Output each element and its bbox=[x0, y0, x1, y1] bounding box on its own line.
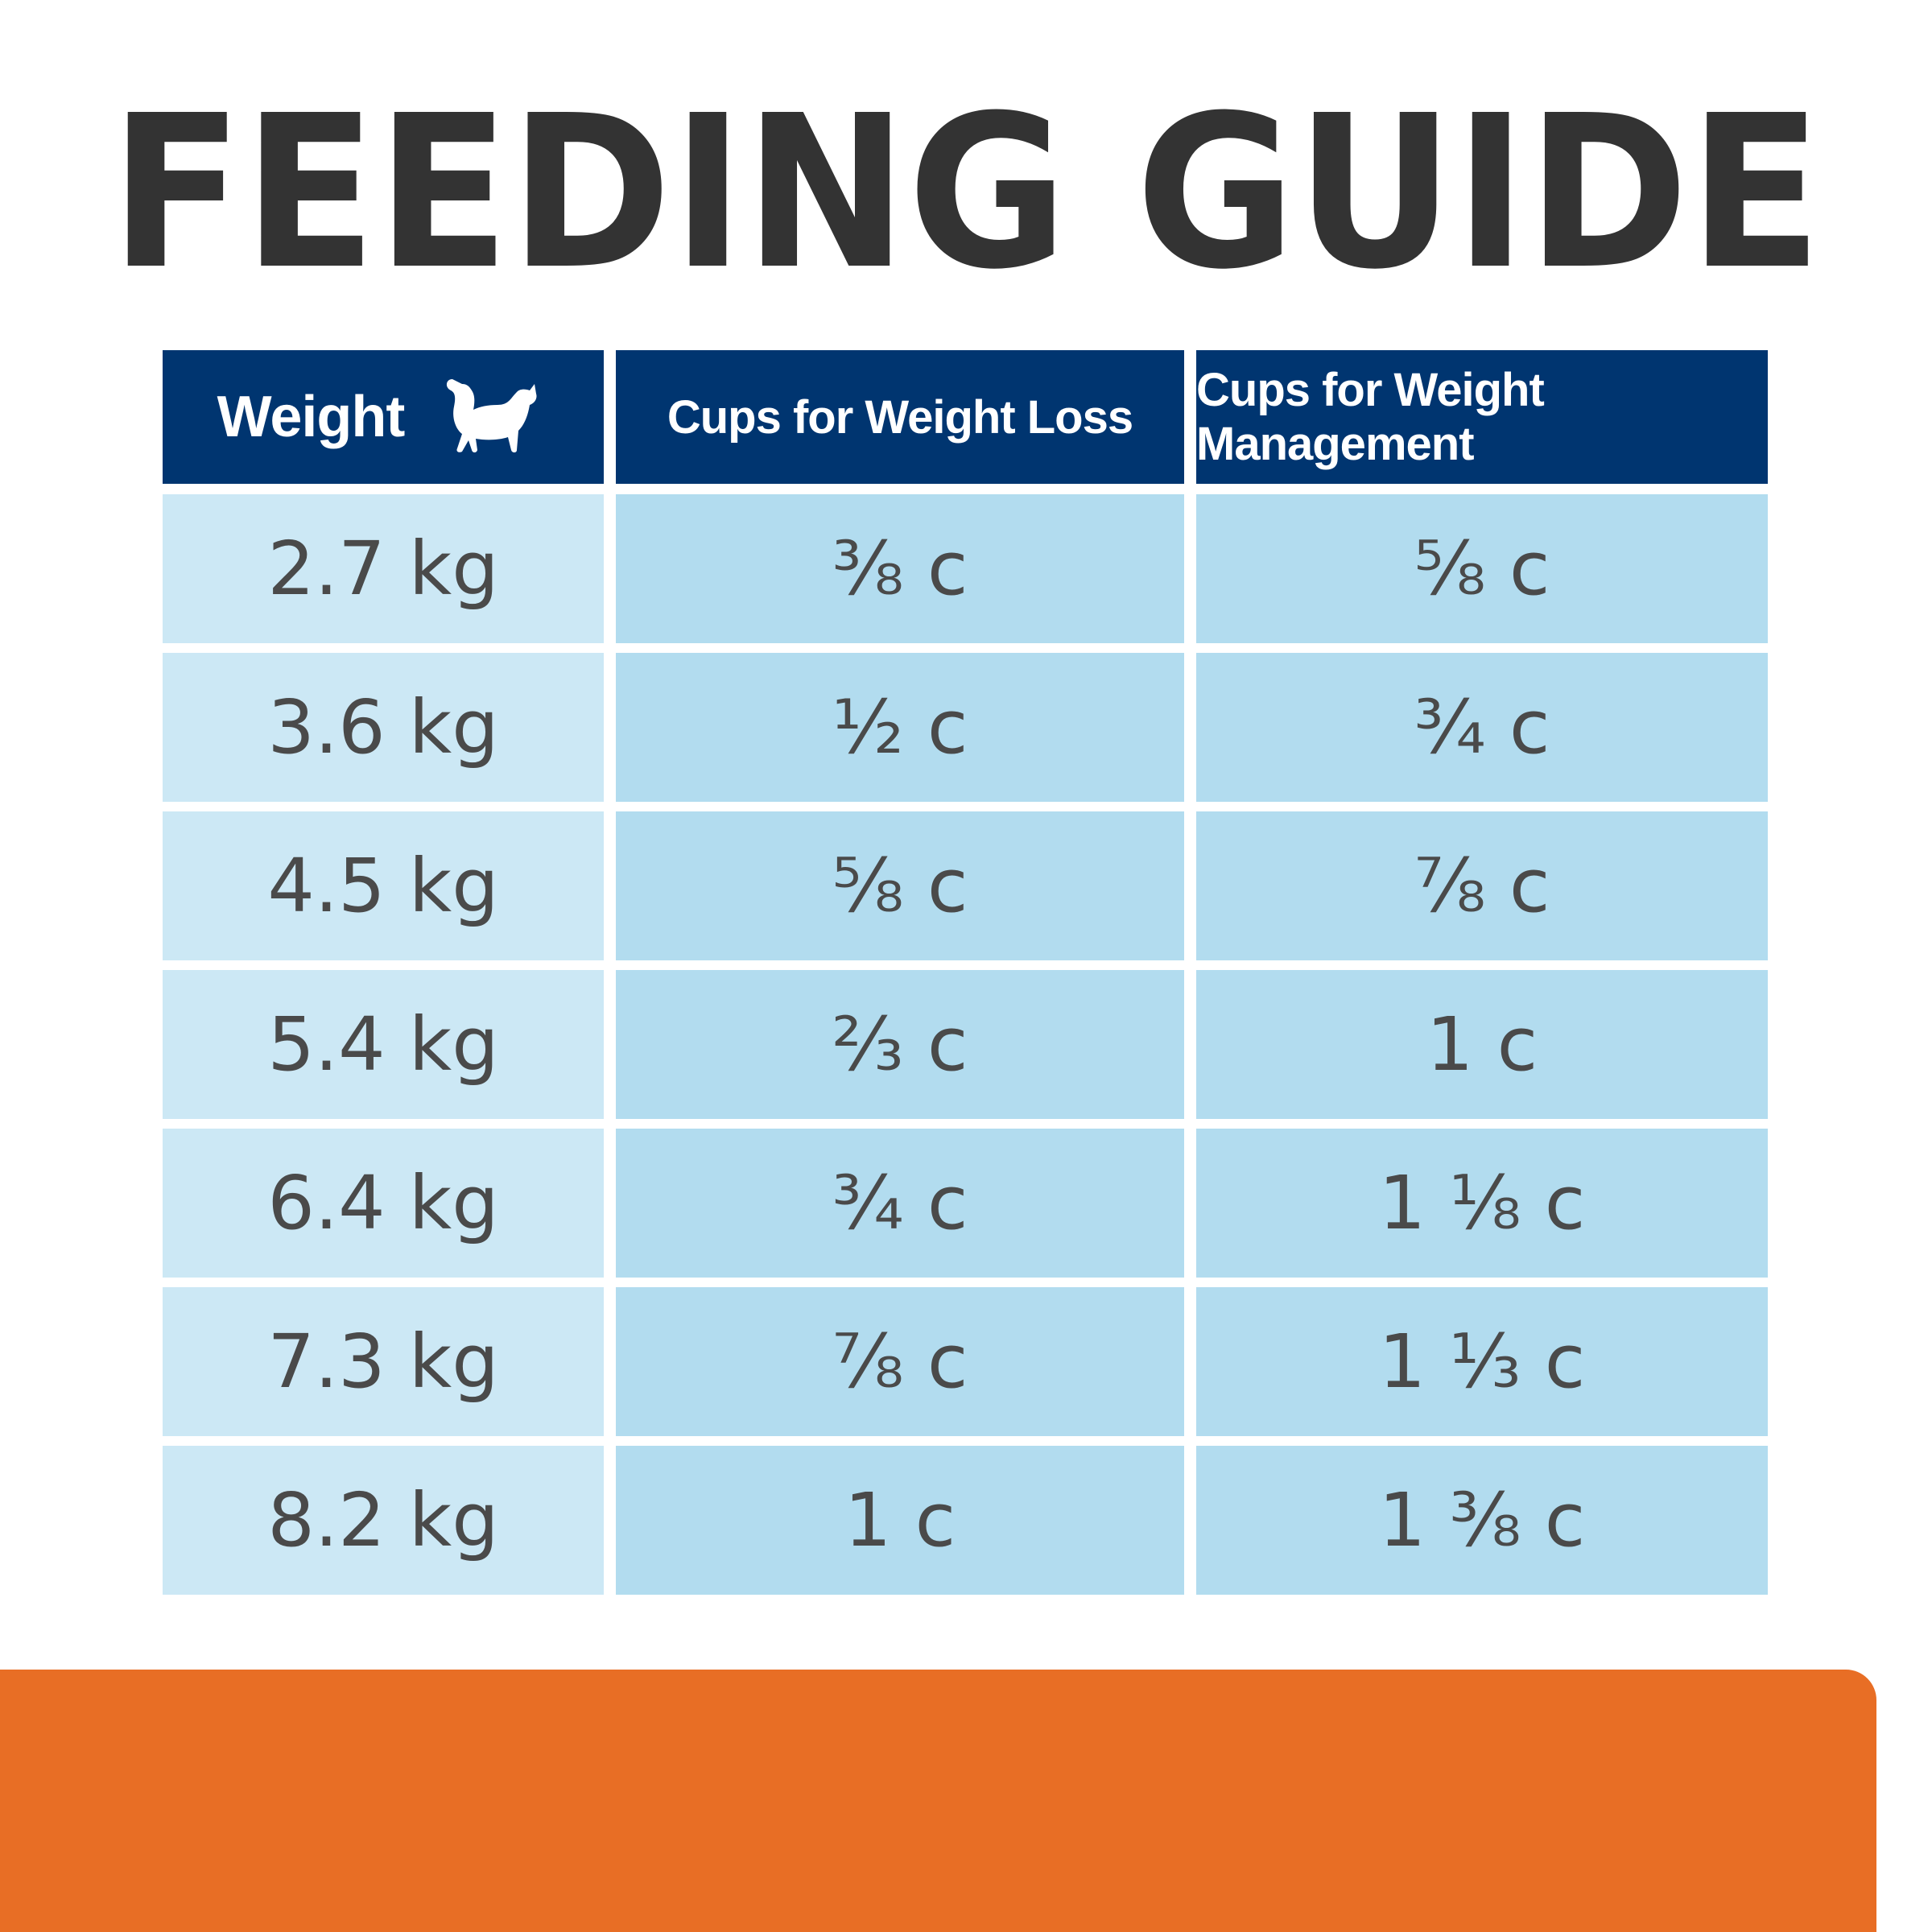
title: FEEDING GUIDE bbox=[110, 80, 1823, 306]
header-text: Cups for Weight Loss bbox=[667, 390, 1133, 444]
table-cell: 6.4 kg bbox=[163, 1129, 604, 1278]
table-cell: ¾ c bbox=[1196, 653, 1768, 802]
column-header: Cups for Weight Management bbox=[1196, 350, 1768, 484]
table-cell: 8.2 kg bbox=[163, 1446, 604, 1595]
footer-band bbox=[0, 1670, 1876, 1932]
title-area: FEEDING GUIDE bbox=[110, 80, 1823, 306]
table-cell: ⅝ c bbox=[1196, 494, 1768, 643]
table-cell: 1 c bbox=[1196, 970, 1768, 1119]
table-cell: ⅞ c bbox=[1196, 811, 1768, 960]
table-cell: 1 ⅛ c bbox=[1196, 1129, 1768, 1278]
table-cell: 3.6 kg bbox=[163, 653, 604, 802]
table-cell: 2.7 kg bbox=[163, 494, 604, 643]
table-cell: ⅞ c bbox=[616, 1287, 1184, 1436]
table-cell: 1 ⅜ c bbox=[1196, 1446, 1768, 1595]
table-cell: 1 c bbox=[616, 1446, 1184, 1595]
table-cell: 4.5 kg bbox=[163, 811, 604, 960]
header-text: Weight bbox=[217, 385, 406, 449]
table-cell: ⅜ c bbox=[616, 494, 1184, 643]
table-cell: ¾ c bbox=[616, 1129, 1184, 1278]
table-cell: 1 ⅓ c bbox=[1196, 1287, 1768, 1436]
column-header: Cups for Weight Loss bbox=[616, 350, 1184, 484]
table-cell: ½ c bbox=[616, 653, 1184, 802]
cat-icon bbox=[447, 379, 537, 452]
header-text: Cups for Weight Management bbox=[1196, 364, 1545, 470]
table-cell: ⅝ c bbox=[616, 811, 1184, 960]
column-header: Weight bbox=[163, 350, 604, 484]
table-cell: 7.3 kg bbox=[163, 1287, 604, 1436]
table-cell: ⅔ c bbox=[616, 970, 1184, 1119]
table-cell: 5.4 kg bbox=[163, 970, 604, 1119]
